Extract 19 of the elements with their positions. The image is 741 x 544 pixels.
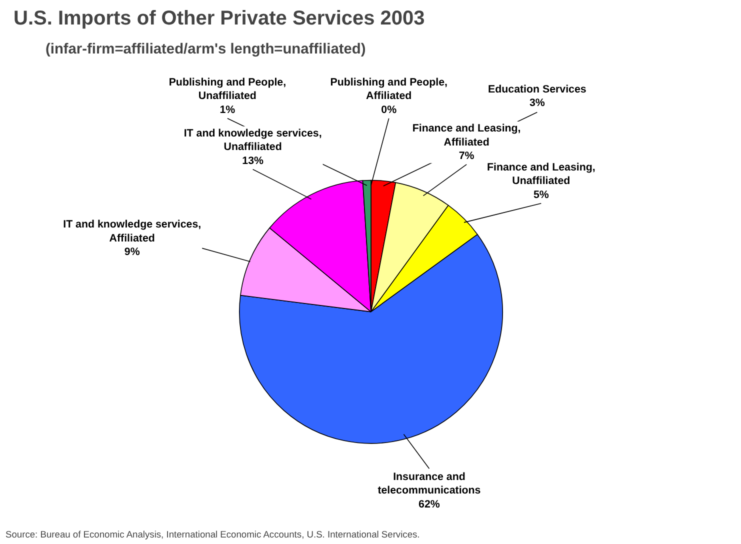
data-label: 1%: [220, 104, 236, 116]
slice-label: Insurance and telecommunications: [378, 470, 481, 497]
source-note: Source: Bureau of Economic Analysis, International Economic Accounts, U.S. International Services.: [6, 530, 420, 540]
data-label: 3%: [529, 97, 546, 110]
data-label: 9%: [124, 246, 140, 258]
slice-label: Education Services: [488, 83, 586, 96]
slice-label: Publishing and People, Unaffiliated: [168, 76, 286, 102]
slice-label: IT and knowledge services, Affiliated: [63, 218, 202, 244]
category-label: Publishing and People, Affiliated: [330, 76, 448, 102]
chart-subtitle: (infar-firm=affiliated/arm's length=unaffiliated): [46, 42, 366, 58]
data-label: 62%: [418, 498, 440, 511]
data-label: 5%: [533, 188, 550, 201]
data-label: 7%: [458, 150, 475, 162]
slice-label: Finance and Leasing, Unaffiliated: [486, 161, 596, 188]
text: 0%: [381, 104, 397, 116]
chart-title: U.S. Imports of Other Private Services 2003: [14, 8, 425, 30]
slice-label: IT and knowledge services, Unaffiliated: [184, 127, 322, 154]
data-label: 13%: [242, 155, 264, 168]
slice-label: Finance and Leasing, Affiliated: [412, 122, 521, 148]
